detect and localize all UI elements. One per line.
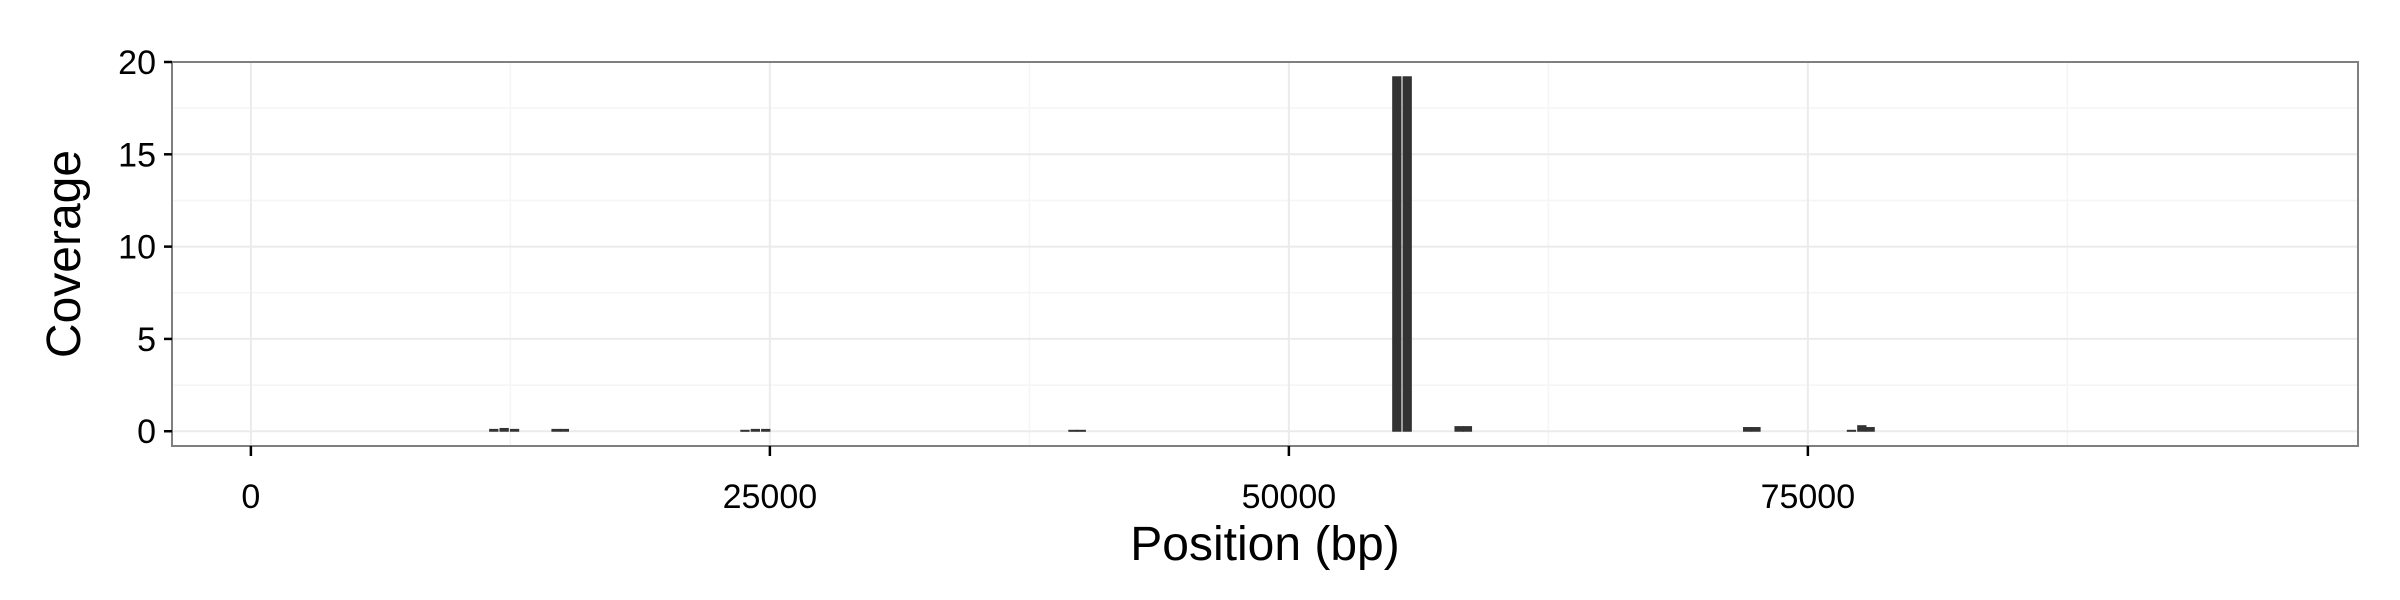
y-tick-label: 10 [118,229,156,267]
coverage-bar [1857,425,1867,432]
coverage-bar [1846,429,1857,432]
coverage-bar [499,427,509,432]
coverage-bar [1743,427,1753,432]
x-axis: 0 25000 50000 75000 [241,446,1855,516]
coverage-bar [1392,76,1402,432]
x-tick-label: 75000 [1761,478,1856,516]
coverage-bar [1865,427,1875,432]
coverage-bar [750,428,761,432]
coverage-bar [1402,76,1412,432]
x-tick-label: 25000 [723,478,818,516]
coverage-bar [1751,427,1761,432]
coverage-bar [509,428,520,432]
grid-layer [172,61,2358,446]
coverage-bar [1462,426,1473,432]
y-tick-label: 20 [118,44,156,82]
coverage-bar [761,428,771,432]
y-axis: 0 5 10 15 20 [118,44,172,451]
y-tick-label: 15 [118,136,156,174]
y-axis-title: Coverage [38,150,91,358]
x-axis-title: Position (bp) [1130,518,1399,571]
x-tick-label: 50000 [1242,478,1337,516]
coverage-bar [740,429,750,432]
coverage-bar [1068,429,1078,432]
panel-border [171,61,2359,447]
coverage-bar [559,428,570,432]
coverage-bar [1076,429,1086,432]
coverage-bar [551,428,561,432]
coverage-bar [489,428,499,432]
coverage-bar [1454,426,1464,432]
x-tick-label: 0 [241,478,260,516]
bars-layer [489,76,1875,432]
y-tick-label: 5 [137,321,156,359]
y-tick-label: 0 [137,413,156,451]
